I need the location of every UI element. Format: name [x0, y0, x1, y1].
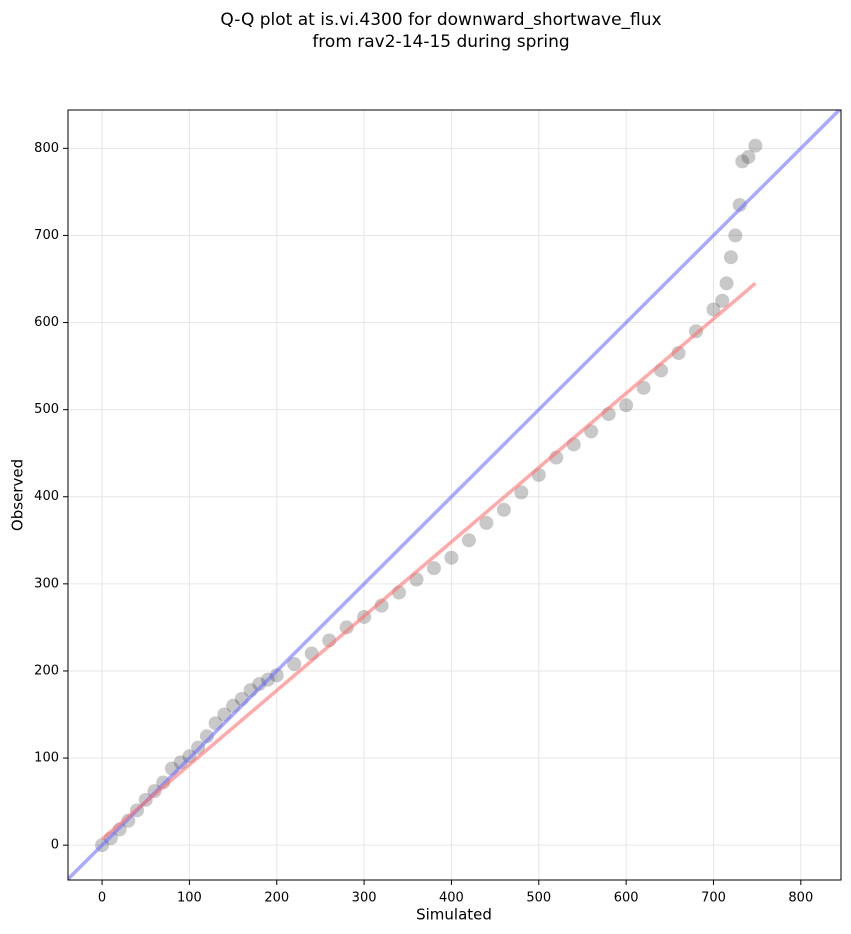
x-tick-label: 200 [264, 891, 289, 906]
point [715, 293, 730, 308]
point [339, 620, 354, 635]
x-tick-label: 400 [439, 891, 464, 906]
point [706, 302, 721, 317]
y-tick-label: 300 [34, 576, 59, 591]
point [173, 755, 188, 770]
point [728, 228, 743, 243]
point [444, 550, 459, 565]
x-tick-label: 300 [352, 891, 377, 906]
point [619, 398, 634, 413]
y-tick-label: 400 [34, 489, 59, 504]
point [461, 533, 476, 548]
x-axis-label: Simulated [416, 906, 492, 924]
point [269, 668, 284, 683]
point [636, 380, 651, 395]
point [199, 729, 214, 744]
y-tick-label: 800 [34, 141, 59, 156]
point [732, 197, 747, 212]
x-tick-label: 100 [177, 891, 202, 906]
point [741, 150, 756, 165]
reference-line [68, 110, 841, 880]
point [735, 154, 750, 169]
plot-area [68, 110, 841, 880]
x-tick-label: 0 [98, 891, 106, 906]
plot-frame [67, 109, 842, 881]
x-tick-label: 500 [526, 891, 551, 906]
y-tick-label: 700 [34, 228, 59, 243]
point [719, 276, 734, 291]
y-tick-label: 600 [34, 315, 59, 330]
point [479, 515, 494, 530]
y-tick-label: 200 [34, 663, 59, 678]
point [514, 485, 529, 500]
y-tick-label: 500 [34, 402, 59, 417]
point [287, 656, 302, 671]
y-axis-label: Observed [9, 459, 27, 531]
y-tick-label: 0 [51, 838, 59, 853]
y-tick-label: 100 [34, 751, 59, 766]
reference-line [100, 282, 757, 841]
point [252, 677, 267, 692]
x-tick-label: 800 [788, 891, 813, 906]
chart-title: from rav2-14-15 during spring [312, 32, 569, 52]
x-tick-label: 700 [701, 891, 726, 906]
point [723, 250, 738, 265]
point [748, 138, 763, 153]
x-tick-label: 600 [614, 891, 639, 906]
point [426, 561, 441, 576]
chart-title: Q-Q plot at is.vi.4300 for downward_shor… [220, 10, 661, 30]
point [496, 502, 511, 517]
